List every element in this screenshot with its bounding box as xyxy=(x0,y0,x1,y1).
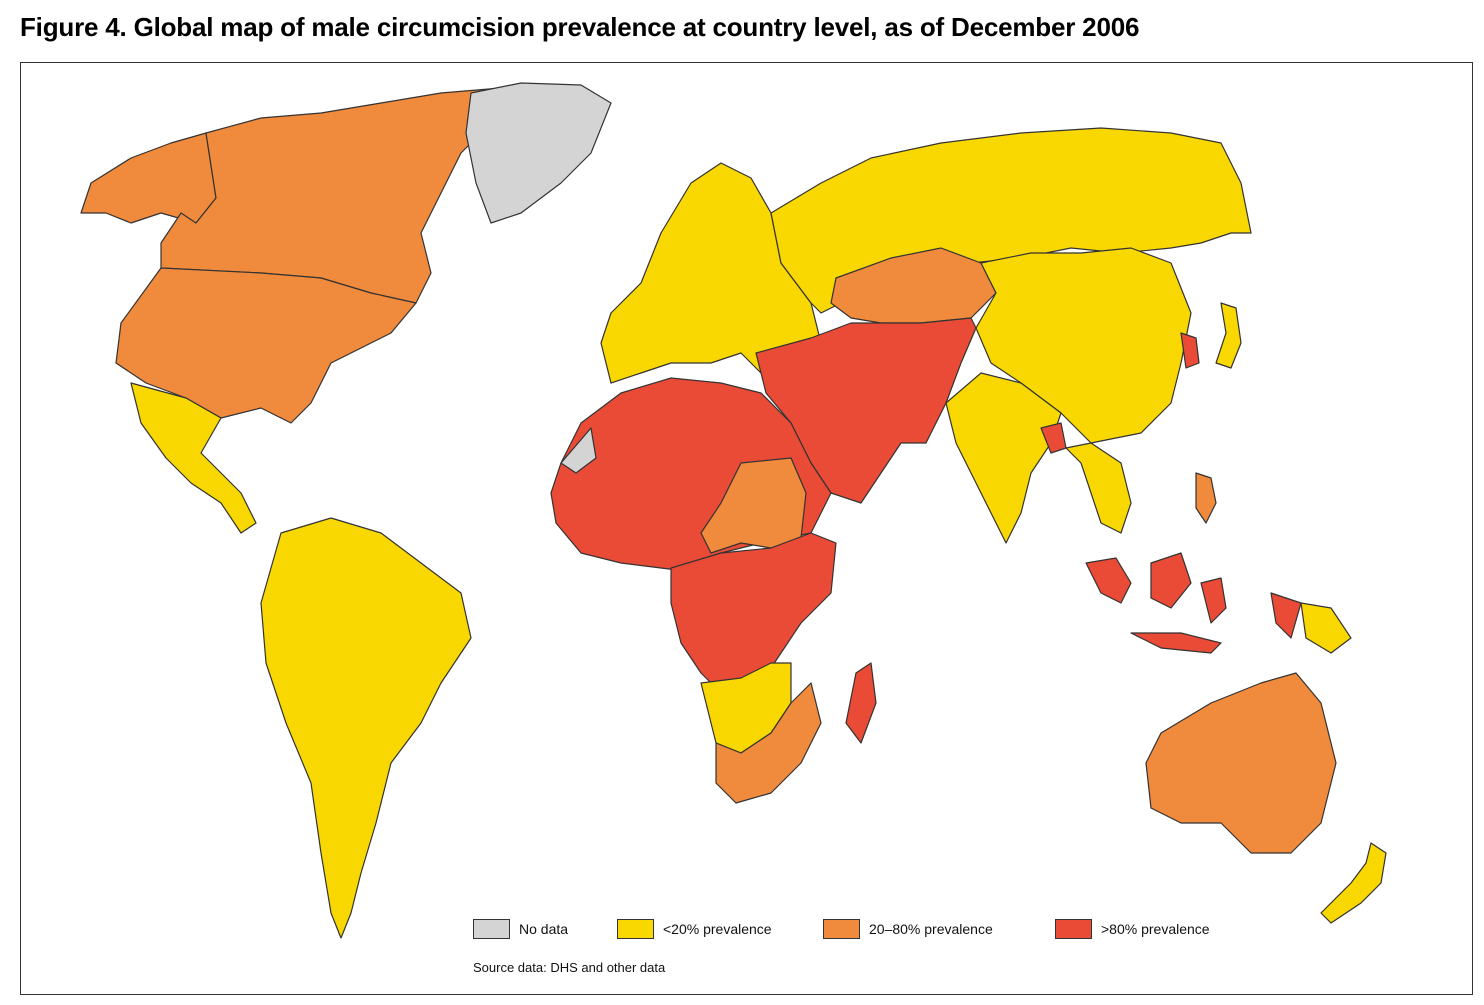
region-korea xyxy=(1180,332,1200,369)
region-alaska xyxy=(80,132,217,224)
legend-label-no-data: No data xyxy=(519,921,569,937)
region-papua-new-guinea xyxy=(1300,602,1352,654)
region-mexico-central-america xyxy=(130,382,257,534)
legend-swatch-no-data xyxy=(473,919,510,939)
region-madagascar xyxy=(845,662,877,744)
legend-item-high: >80% prevalence xyxy=(1055,919,1210,939)
legend-label-low: <20% prevalence xyxy=(663,921,772,937)
region-south-america xyxy=(260,517,472,939)
legend-swatch-low xyxy=(617,919,654,939)
region-australia xyxy=(1145,672,1337,854)
region-indonesia-malaysia xyxy=(1085,552,1302,654)
region-southeast-asia xyxy=(1065,442,1132,534)
region-united-states xyxy=(115,267,417,424)
region-sudan-central-africa xyxy=(700,457,807,554)
region-canada xyxy=(160,87,502,304)
region-western-sahara xyxy=(560,427,597,474)
region-philippines xyxy=(1195,472,1217,524)
figure-title: Figure 4. Global map of male circumcisio… xyxy=(20,12,1140,42)
region-east-central-africa xyxy=(670,532,837,694)
legend-label-mid: 20–80% prevalence xyxy=(869,921,993,937)
legend: No data <20% prevalence 20–80% prevalenc… xyxy=(473,919,1273,979)
legend-swatch-high xyxy=(1055,919,1092,939)
region-china xyxy=(975,247,1192,444)
world-map xyxy=(80,82,1387,939)
region-india xyxy=(945,372,1062,544)
legend-item-no-data: No data xyxy=(473,919,568,939)
region-new-zealand xyxy=(1320,842,1387,924)
legend-label-high: >80% prevalence xyxy=(1101,921,1210,937)
source-note: Source data: DHS and other data xyxy=(473,960,666,975)
region-japan xyxy=(1215,302,1242,369)
legend-item-low: <20% prevalence xyxy=(617,919,772,939)
legend-item-mid: 20–80% prevalence xyxy=(823,919,993,939)
region-greenland xyxy=(465,82,612,224)
legend-swatch-mid xyxy=(823,919,860,939)
map-frame: No data <20% prevalence 20–80% prevalenc… xyxy=(20,62,1473,995)
region-southern-africa-mid xyxy=(715,682,822,804)
